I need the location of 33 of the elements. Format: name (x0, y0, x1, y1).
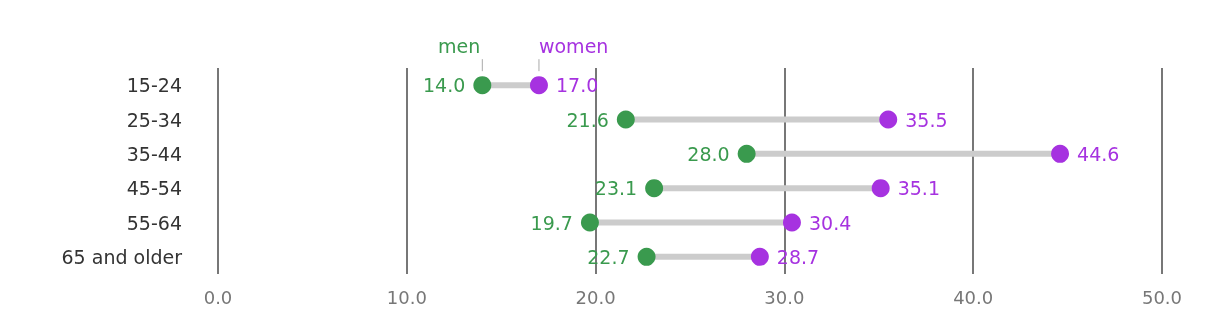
point (782, 213, 801, 232)
point (637, 247, 656, 266)
data-label: 28.0 (687, 142, 730, 165)
y-tick-label: 65 and older (61, 245, 183, 268)
y-tick-label: 35-44 (126, 142, 182, 165)
x-tick-label: 20.0 (575, 286, 616, 308)
point (616, 110, 635, 129)
point (580, 213, 599, 232)
point (879, 110, 898, 129)
point (1051, 144, 1070, 163)
x-tick-label: 50.0 (1141, 286, 1183, 308)
y-tick-label: 45-54 (126, 177, 182, 200)
x-tick-label: 0.0 (203, 286, 233, 308)
point (871, 179, 890, 198)
point (473, 76, 492, 95)
x-tick-label: 40.0 (953, 286, 994, 308)
data-label: 30.4 (808, 211, 852, 234)
data-label: 19.7 (530, 211, 573, 234)
y-tick-label: 55-64 (126, 211, 182, 234)
series-label: women (538, 34, 609, 57)
point (737, 144, 756, 163)
point (529, 76, 548, 95)
data-label: 14.0 (423, 74, 466, 97)
point (645, 179, 664, 198)
y-tick-label: 15-24 (126, 74, 182, 97)
series-label: men (438, 34, 481, 57)
data-label: 35.1 (897, 177, 940, 200)
data-label: 35.5 (905, 108, 948, 131)
data-label: 44.6 (1077, 142, 1120, 165)
x-tick-label: 30.0 (764, 286, 805, 308)
x-tick-label: 10.0 (386, 286, 427, 308)
y-tick-label: 25-34 (126, 108, 182, 131)
point (750, 247, 769, 266)
